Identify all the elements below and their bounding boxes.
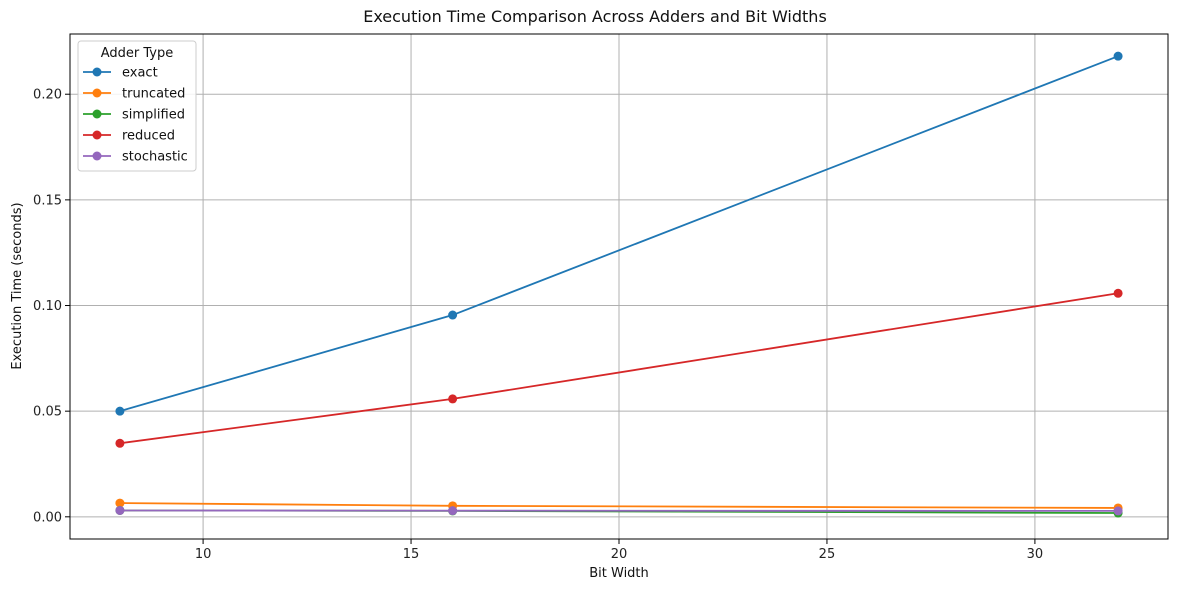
legend-swatch-marker xyxy=(92,67,102,77)
series-exact xyxy=(115,51,1123,416)
y-tick-label: 0.20 xyxy=(33,88,62,103)
x-tick-label: 10 xyxy=(195,547,212,562)
y-axis-label: Execution Time (seconds) xyxy=(10,202,25,369)
legend-box xyxy=(77,40,197,172)
data-point-reduced xyxy=(448,394,458,404)
chart-title: Execution Time Comparison Across Adders … xyxy=(363,7,827,26)
y-tick-label: 0.15 xyxy=(33,193,62,208)
data-point-stochastic xyxy=(1113,506,1123,516)
x-tick-label: 30 xyxy=(1027,547,1044,562)
x-tick-label: 15 xyxy=(403,547,420,562)
series-stochastic xyxy=(115,505,1123,516)
legend-swatch-marker xyxy=(92,130,102,140)
data-point-reduced xyxy=(115,438,125,448)
y-tick-label: 0.00 xyxy=(33,510,62,525)
data-point-exact xyxy=(448,310,458,320)
data-point-exact xyxy=(115,406,125,416)
legend-label: simplified xyxy=(122,108,185,123)
legend-item-truncated: truncated xyxy=(83,87,185,102)
legend-item-simplified: simplified xyxy=(83,108,185,123)
y-tick-label: 0.05 xyxy=(33,405,62,420)
x-axis: 10 15 20 25 30 xyxy=(195,539,1043,562)
data-point-stochastic xyxy=(115,505,125,515)
legend-label: exact xyxy=(122,66,158,81)
legend-swatch-marker xyxy=(92,109,102,119)
x-tick-label: 20 xyxy=(611,547,628,562)
legend-swatch-marker xyxy=(92,151,102,161)
legend-label: stochastic xyxy=(122,150,188,165)
legend-items: exact truncated simplified reduced stochasti… xyxy=(83,66,188,165)
legend-item-stochastic: stochastic xyxy=(83,150,188,165)
legend-label: truncated xyxy=(122,87,185,102)
data-point-stochastic xyxy=(448,506,458,516)
data-point-reduced xyxy=(1113,288,1123,298)
legend-item-exact: exact xyxy=(83,66,158,81)
legend-item-reduced: reduced xyxy=(83,129,175,144)
y-axis: 0.00 0.05 0.10 0.15 0.20 xyxy=(33,88,70,525)
y-tick-label: 0.10 xyxy=(33,299,62,314)
legend-swatch-marker xyxy=(92,88,102,98)
series-reduced xyxy=(115,288,1123,448)
x-tick-label: 25 xyxy=(819,547,836,562)
data-point-truncated xyxy=(115,498,125,508)
legend-label: reduced xyxy=(122,129,175,144)
series-layer xyxy=(115,51,1123,518)
legend: Adder Type exact truncated simplified reduc… xyxy=(77,40,197,172)
data-point-exact xyxy=(1113,51,1123,61)
grid xyxy=(70,34,1168,539)
legend-title: Adder Type xyxy=(101,46,174,61)
x-axis-label: Bit Width xyxy=(589,566,649,581)
